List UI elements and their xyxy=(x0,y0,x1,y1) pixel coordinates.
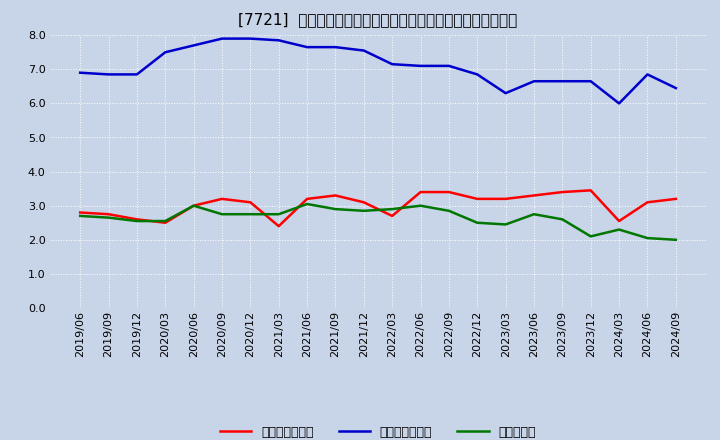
売上債権回転率 xyxy=(274,224,283,229)
売上債権回転率 xyxy=(132,216,141,222)
買入債務回転率 xyxy=(416,63,425,69)
在庫回転率 xyxy=(132,218,141,224)
売上債権回転率 xyxy=(359,200,368,205)
買入債務回転率 xyxy=(76,70,84,75)
在庫回転率 xyxy=(189,203,198,209)
在庫回転率 xyxy=(501,222,510,227)
売上債権回転率 xyxy=(331,193,340,198)
売上債権回転率 xyxy=(104,212,113,217)
在庫回転率 xyxy=(331,206,340,212)
買入債務回転率 xyxy=(388,62,397,67)
売上債権回転率 xyxy=(615,218,624,224)
在庫回転率 xyxy=(672,237,680,242)
在庫回転率 xyxy=(643,235,652,241)
売上債権回転率 xyxy=(303,196,312,202)
在庫回転率 xyxy=(530,212,539,217)
売上債権回転率 xyxy=(189,203,198,209)
売上債権回転率 xyxy=(416,189,425,194)
売上債権回転率 xyxy=(76,210,84,215)
買入債務回転率 xyxy=(473,72,482,77)
買入債務回転率 xyxy=(359,48,368,53)
売上債権回転率 xyxy=(586,188,595,193)
買入債務回転率 xyxy=(501,91,510,96)
売上債権回転率 xyxy=(217,196,226,202)
買入債務回転率 xyxy=(274,38,283,43)
買入債務回転率 xyxy=(444,63,453,69)
Title: [7721]  売上債権回転率、買入債務回転率、在庫回転率の推移: [7721] 売上債権回転率、買入債務回転率、在庫回転率の推移 xyxy=(238,12,518,27)
買入債務回転率 xyxy=(615,101,624,106)
在庫回転率 xyxy=(104,215,113,220)
買入債務回転率 xyxy=(558,79,567,84)
買入債務回転率 xyxy=(643,72,652,77)
売上債権回転率 xyxy=(501,196,510,202)
買入債務回転率 xyxy=(132,72,141,77)
売上債権回転率 xyxy=(643,200,652,205)
売上債権回転率 xyxy=(530,193,539,198)
Line: 買入債務回転率: 買入債務回転率 xyxy=(80,39,676,103)
売上債権回転率 xyxy=(444,189,453,194)
在庫回転率 xyxy=(161,218,170,224)
在庫回転率 xyxy=(274,212,283,217)
在庫回転率 xyxy=(473,220,482,225)
買入債務回転率 xyxy=(530,79,539,84)
在庫回転率 xyxy=(217,212,226,217)
Line: 売上債権回転率: 売上債権回転率 xyxy=(80,191,676,226)
在庫回転率 xyxy=(558,216,567,222)
買入債務回転率 xyxy=(246,36,255,41)
Line: 在庫回転率: 在庫回転率 xyxy=(80,204,676,240)
売上債権回転率 xyxy=(473,196,482,202)
在庫回転率 xyxy=(444,208,453,213)
売上債権回転率 xyxy=(388,213,397,219)
売上債権回転率 xyxy=(161,220,170,225)
売上債権回転率 xyxy=(558,189,567,194)
在庫回転率 xyxy=(416,203,425,209)
買入債務回転率 xyxy=(303,44,312,50)
買入債務回転率 xyxy=(161,50,170,55)
在庫回転率 xyxy=(615,227,624,232)
在庫回転率 xyxy=(76,213,84,219)
売上債権回転率 xyxy=(672,196,680,202)
在庫回転率 xyxy=(246,212,255,217)
買入債務回転率 xyxy=(189,43,198,48)
Legend: 売上債権回転率, 買入債務回転率, 在庫回転率: 売上債権回転率, 買入債務回転率, 在庫回転率 xyxy=(215,421,541,440)
買入債務回転率 xyxy=(104,72,113,77)
在庫回転率 xyxy=(586,234,595,239)
買入債務回転率 xyxy=(586,79,595,84)
買入債務回転率 xyxy=(217,36,226,41)
在庫回転率 xyxy=(303,202,312,207)
在庫回転率 xyxy=(388,206,397,212)
買入債務回転率 xyxy=(672,85,680,91)
売上債権回転率 xyxy=(246,200,255,205)
買入債務回転率 xyxy=(331,44,340,50)
在庫回転率 xyxy=(359,208,368,213)
